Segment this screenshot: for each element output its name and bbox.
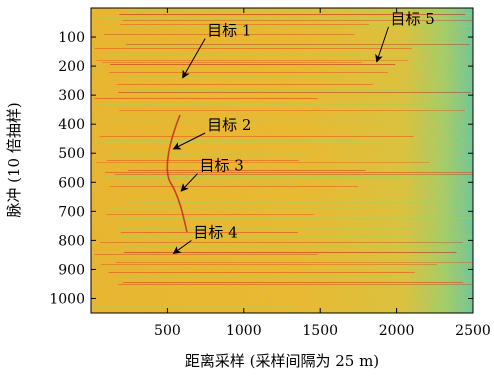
clutter-stripe — [121, 184, 301, 185]
clutter-stripe — [99, 242, 463, 243]
y-tick-label: 100 — [58, 30, 85, 46]
y-axis-label: 脉冲 (10 倍抽样) — [5, 102, 23, 217]
y-tick-label: 1000 — [49, 291, 85, 307]
clutter-stripe — [105, 172, 473, 173]
clutter-stripe — [120, 236, 473, 237]
clutter-stripe — [130, 10, 446, 11]
clutter-stripe — [119, 14, 466, 15]
clutter-stripe — [94, 98, 318, 99]
clutter-stripe — [117, 284, 473, 285]
clutter-stripe — [129, 76, 344, 77]
x-tick-label: 2000 — [379, 323, 415, 339]
clutter-stripe — [120, 24, 370, 25]
x-tick-label: 1000 — [226, 323, 262, 339]
clutter-stripe — [119, 218, 473, 219]
clutter-stripe — [122, 20, 473, 21]
clutter-stripe — [125, 246, 461, 247]
clutter-stripe — [116, 84, 373, 85]
clutter-stripe — [101, 120, 385, 121]
y-tick-label: 500 — [58, 146, 85, 162]
clutter-stripe — [124, 46, 444, 47]
target-3-trace — [166, 114, 188, 233]
clutter-stripe — [127, 170, 366, 171]
annotation-label: 目标 1 — [207, 22, 251, 40]
clutter-stripe — [107, 54, 367, 55]
y-tick-label: 300 — [58, 88, 85, 104]
clutter-stripe — [95, 142, 382, 143]
clutter-stripe — [94, 48, 412, 49]
clutter-stripe — [110, 64, 396, 65]
clutter-stripe — [108, 272, 415, 273]
clutter-stripe — [103, 34, 355, 35]
clutter-stripe — [107, 208, 363, 209]
clutter-stripe — [94, 254, 318, 255]
clutter-stripe — [114, 174, 473, 175]
clutter-stripe — [110, 154, 311, 155]
x-tick-label: 500 — [154, 323, 181, 339]
clutter-stripe — [119, 110, 465, 111]
clutter-stripe — [120, 178, 403, 179]
clutter-stripe — [109, 186, 359, 187]
y-tick-label: 400 — [58, 117, 85, 133]
clutter-stripe — [99, 136, 414, 137]
clutter-stripe — [125, 44, 470, 45]
clutter-stripe — [92, 306, 299, 307]
clutter-stripe — [95, 162, 430, 163]
clutter-stripe — [100, 104, 442, 105]
clutter-stripe — [105, 140, 357, 141]
x-axis: 500 1000 1500 2000 2500 — [154, 8, 491, 339]
clutter-stripe — [122, 282, 463, 283]
clutter-stripe — [128, 202, 430, 203]
clutter-stripe — [117, 92, 472, 93]
annotation-arrow — [182, 38, 206, 79]
annotation-label: 目标 2 — [207, 116, 251, 134]
clutter-stripe — [123, 252, 457, 253]
clutter-stripe — [130, 90, 407, 91]
y-tick-label: 800 — [58, 233, 85, 249]
y-tick-label: 700 — [58, 204, 85, 220]
clutter-stripe — [98, 18, 393, 19]
annotation-arrow — [375, 26, 389, 63]
annotation-label: 目标 4 — [193, 223, 237, 241]
clutter-stripe — [103, 176, 448, 177]
clutter-stripe — [96, 60, 409, 61]
clutter-stripe — [127, 26, 473, 27]
y-tick-label: 600 — [58, 175, 85, 191]
clutter-stripe — [106, 214, 315, 215]
clutter-stripe — [108, 72, 389, 73]
annotation-arrow — [180, 173, 198, 192]
y-axis: 100 200 300 400 500 600 700 800 900 1000 — [49, 30, 473, 307]
annotation-arrow — [172, 132, 206, 150]
annotation-label: 目标 5 — [390, 10, 434, 28]
y-tick-label: 900 — [58, 262, 85, 278]
clutter-stripe — [116, 262, 473, 263]
target-annotations: 目标 1 目标 2 目标 3 目标 4 目标 5 — [172, 10, 435, 255]
x-tick-label: 1500 — [302, 323, 338, 339]
y-tick-label: 200 — [58, 59, 85, 75]
annotation-label: 目标 3 — [199, 157, 243, 175]
x-tick-label: 2500 — [455, 323, 491, 339]
clutter-stripe — [114, 228, 419, 229]
plot-area — [90, 7, 474, 314]
clutter-stripe — [120, 232, 298, 233]
clutter-stripe — [114, 276, 403, 277]
clutter-stripe — [101, 264, 438, 265]
x-axis-label: 距离采样 (采样间隔为 25 m) — [185, 352, 379, 370]
plot-frame — [90, 7, 474, 314]
annotation-arrow — [172, 240, 192, 255]
clutter-stripe — [102, 62, 362, 63]
clutter-stripe — [106, 160, 299, 161]
clutter-stripes — [92, 10, 473, 313]
